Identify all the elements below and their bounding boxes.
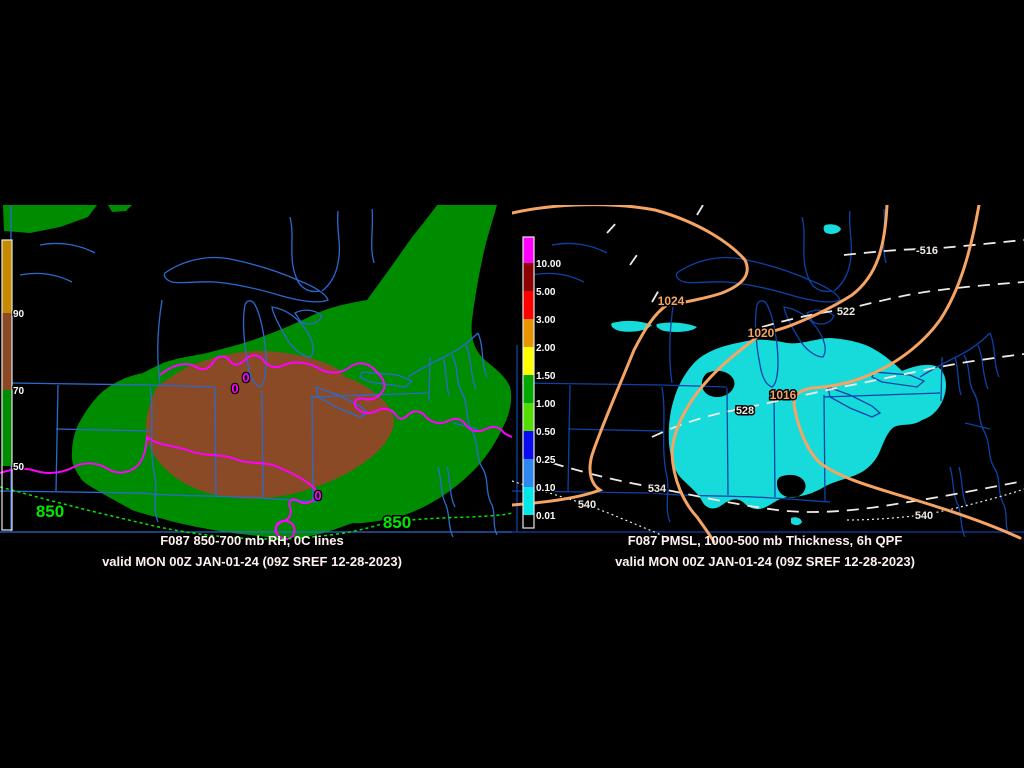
colorbar-outline — [522, 236, 535, 529]
thickness-label: -516 — [916, 245, 938, 257]
colorbar-segment — [523, 487, 534, 515]
colorbar-segment — [523, 263, 534, 291]
colorbar-segment — [2, 313, 12, 390]
thickness-540-lines — [512, 480, 1024, 543]
colorbar-tick: 0.01 — [536, 511, 556, 522]
left-panel-title: F087 850-700 mb RH, 0C lines — [160, 533, 344, 548]
thickness-contours — [551, 205, 1024, 513]
colorbar-segment — [2, 390, 12, 466]
colorbar-segment — [523, 375, 534, 403]
left-panel-valid-time: valid MON 00Z JAN-01-24 (09Z SREF 12-28-… — [102, 554, 402, 569]
isobar-label: 1020 — [748, 326, 775, 340]
colorbar-tick: 1.50 — [536, 371, 556, 382]
colorbar-tick: 90 — [13, 309, 25, 320]
qpf-region — [611, 224, 946, 526]
colorbar-tick: 0.25 — [536, 455, 556, 466]
label-850: 850 — [383, 513, 411, 532]
rh-colorbar: 90 70 50 — [1, 239, 26, 531]
thickness-label: 534 — [648, 483, 667, 495]
thickness-label: 522 — [837, 306, 855, 318]
rh-panel: 0 0 0 850 850 90 70 50 F087 850-700 mb R… — [0, 205, 512, 569]
colorbar-segment — [523, 237, 534, 263]
colorbar-segment — [523, 291, 534, 319]
rh-70-region — [145, 351, 394, 499]
colorbar-tick: 2.00 — [536, 343, 556, 354]
colorbar-tick: 1.00 — [536, 399, 556, 410]
zero-contour-label: 0 — [231, 381, 238, 396]
colorbar-segment — [523, 403, 534, 431]
colorbar-tick: 0.50 — [536, 427, 556, 438]
colorbar-segment — [523, 347, 534, 375]
thickness-label: 540 — [578, 499, 596, 511]
right-panel-valid-time: valid MON 00Z JAN-01-24 (09Z SREF 12-28-… — [615, 554, 915, 569]
zero-contour-label: 0 — [242, 370, 249, 385]
colorbar-outline — [1, 239, 13, 531]
basemap-right — [512, 208, 1024, 538]
isobar-label: 1024 — [658, 294, 685, 308]
pmsl-isobars — [512, 205, 1022, 544]
label-850: 850 — [36, 502, 64, 521]
thickness-label: 528 — [736, 405, 754, 417]
qpf-colorbar: 10.00 5.00 3.00 2.00 1.50 1.00 0.50 0.25… — [522, 236, 563, 529]
colorbar-tick: 0.10 — [536, 483, 556, 494]
colorbar-tick: 5.00 — [536, 287, 556, 298]
pmsl-qpf-panel: 1024 1020 1016 -516 522 528 534 540 540 … — [512, 205, 1024, 569]
colorbar-segment — [523, 459, 534, 487]
zero-deg-contours — [0, 354, 512, 541]
zero-contour-label: 0 — [314, 488, 321, 503]
colorbar-tick: 10.00 — [536, 259, 561, 270]
colorbar-segment — [523, 319, 534, 347]
isobar-label: 1016 — [770, 388, 797, 402]
colorbar-tick: 3.00 — [536, 315, 556, 326]
colorbar-tick: 70 — [13, 386, 25, 397]
colorbar-tick: 50 — [13, 462, 25, 473]
right-panel-title: F087 PMSL, 1000-500 mb Thickness, 6h QPF — [628, 533, 903, 548]
colorbar-segment — [2, 240, 12, 313]
thickness-label: 540 — [915, 510, 933, 522]
colorbar-segment — [523, 431, 534, 459]
line-850 — [0, 486, 512, 540]
